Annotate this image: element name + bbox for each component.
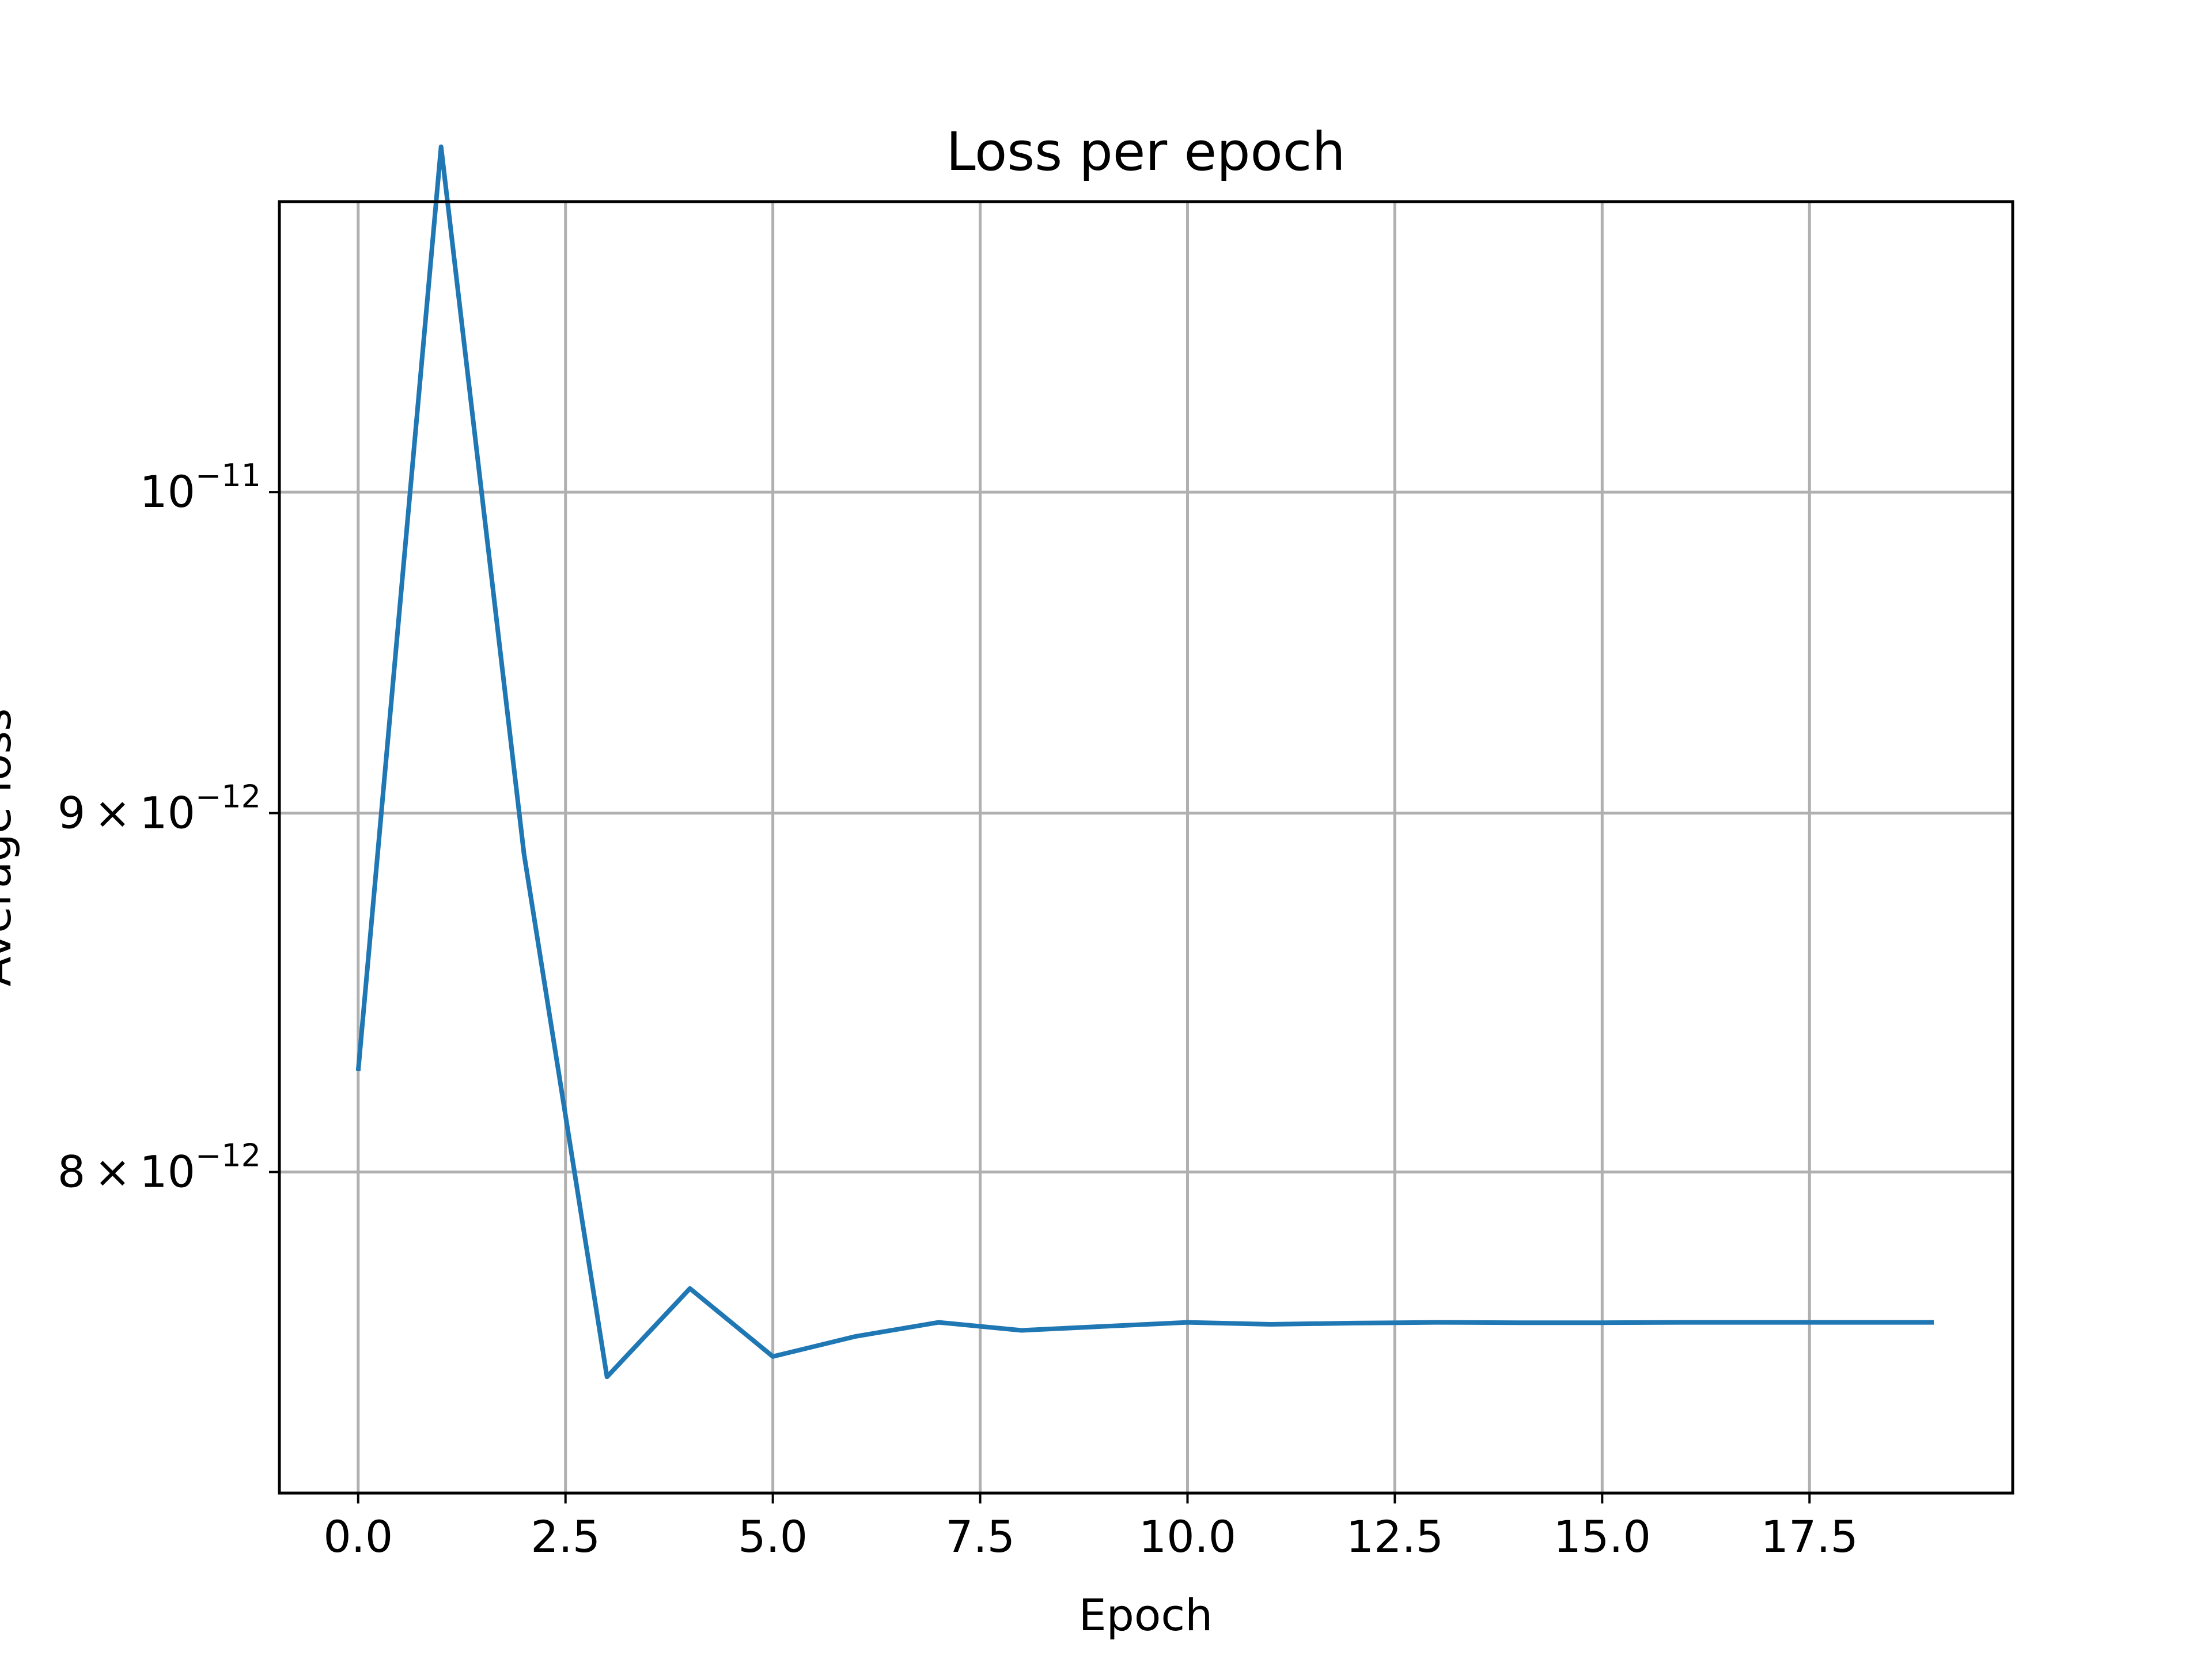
chart-title: Loss per epoch [946, 121, 1345, 183]
y-tick-exponent: −12 [195, 1138, 261, 1174]
y-tick-exponent: −12 [195, 779, 261, 815]
x-tick-label: 12.5 [1346, 1511, 1444, 1562]
y-tick-exponent: −11 [195, 457, 261, 494]
grid-layer [279, 202, 2013, 1493]
x-tick-label: 7.5 [945, 1511, 1015, 1562]
plot-frame [278, 200, 2014, 1495]
x-tick-label: 2.5 [531, 1511, 600, 1562]
x-tick-label: 15.0 [1554, 1511, 1651, 1562]
tick-layer: 0.0 2.5 5.0 7.5 10.0 12.5 15.0 17.58 × 10−129 ×… [58, 457, 1858, 1562]
y-tick-mantissa: 8 × 10 [58, 1146, 195, 1198]
x-tick-label: 5.0 [738, 1511, 808, 1562]
y-tick-mantissa: 10 [139, 466, 195, 517]
series-layer [355, 144, 1934, 1380]
y-axis-label: Average loss [0, 708, 21, 986]
x-tick-label: 17.5 [1761, 1511, 1858, 1562]
y-tick-label: 10−11 [139, 457, 261, 517]
series-line [355, 144, 1934, 1380]
x-tick-label: 10.0 [1139, 1511, 1236, 1562]
x-tick-label: 0.0 [323, 1511, 393, 1562]
x-axis-label: Epoch [1079, 1589, 1213, 1641]
y-tick-label: 9 × 10−12 [58, 779, 261, 839]
y-tick-label: 8 × 10−12 [58, 1138, 261, 1198]
y-tick-mantissa: 9 × 10 [58, 787, 195, 839]
